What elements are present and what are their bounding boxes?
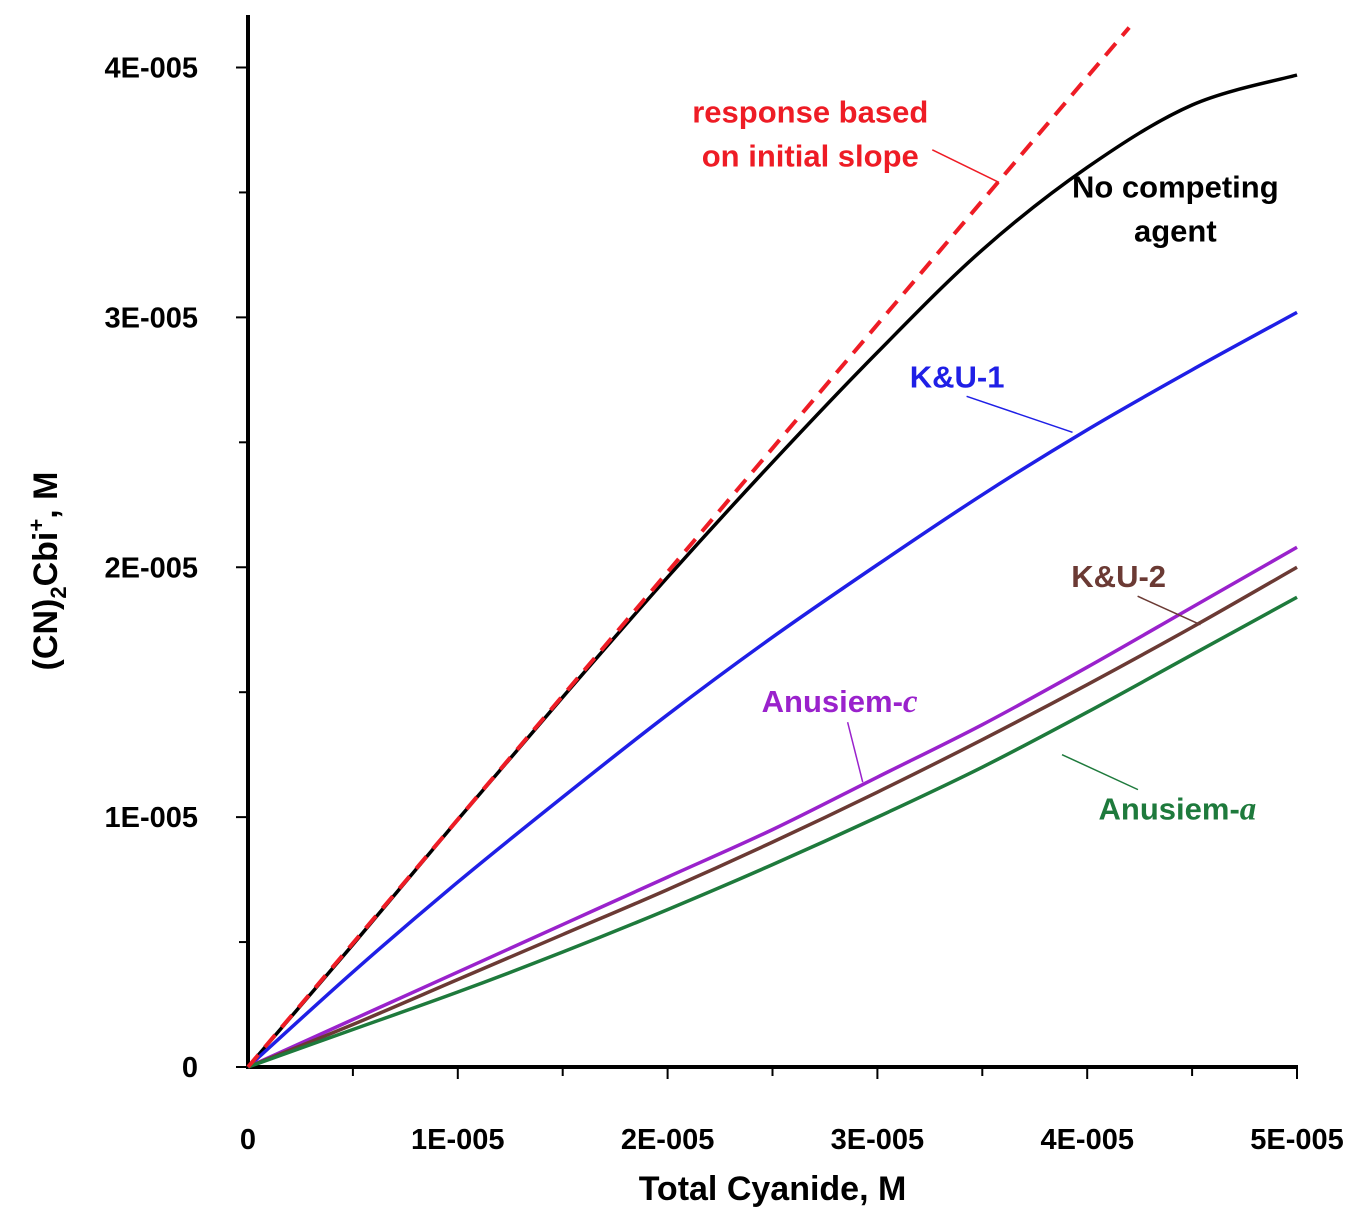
- y-tick-label: 2E-005: [104, 552, 198, 584]
- annotation-leader-ku2: [1137, 595, 1201, 626]
- annotation-line: on initial slope: [702, 138, 919, 173]
- y-axis-title-sup: +: [24, 519, 49, 532]
- x-axis-title: Total Cyanide, M: [639, 1170, 907, 1208]
- y-axis-title: (CN)2Cbi+, M: [24, 472, 71, 671]
- annotation-line: Anusiem-: [1099, 792, 1240, 827]
- annotation-leader-initial_slope: [931, 149, 1000, 184]
- annotation-leader-anusiem_a: [1061, 753, 1139, 791]
- y-tick-label: 4E-005: [104, 53, 198, 85]
- axes: 0 1E-005 2E-005 3E-005 4E-005 5E-005 0 1E-005 2E…: [104, 15, 1344, 1156]
- y-tick-label: 1E-005: [104, 802, 198, 834]
- x-tick-label: 3E-005: [831, 1124, 925, 1156]
- y-axis-title-pre: (CN): [27, 599, 65, 671]
- annotation-layer: response based on initial slope No competi…: [692, 94, 1278, 827]
- annotation-leader-anusiem_c: [846, 721, 864, 783]
- annotation-italic: a: [1240, 792, 1257, 828]
- annotation-line: No competing: [1072, 169, 1279, 204]
- annotation-italic: c: [903, 684, 918, 720]
- x-tick-label: 1E-005: [411, 1124, 505, 1156]
- y-axis-title-mid: Cbi: [27, 532, 65, 587]
- annotation-line: response based: [692, 94, 928, 129]
- y-axis-title-post: , M: [27, 472, 65, 519]
- y-tick-label: 3E-005: [104, 302, 198, 334]
- x-tick-label: 5E-005: [1250, 1124, 1344, 1156]
- series-line-anusiem_a: [247, 595, 1298, 1069]
- series-layer: [246, 26, 1298, 1069]
- y-axis-title-sub: 2: [46, 586, 71, 598]
- x-tick-label: 0: [240, 1124, 256, 1156]
- annotation-anusiem_a: Anusiem-a: [1099, 792, 1257, 828]
- series-line-initial_slope: [246, 26, 1131, 1069]
- series-line-ku1: [246, 310, 1298, 1069]
- y-tick-label: 0: [182, 1052, 198, 1084]
- series-line-anusiem_c: [247, 545, 1298, 1069]
- annotation-no_competing: No competing agent: [1072, 169, 1279, 248]
- annotation-line: K&U-1: [910, 359, 1005, 394]
- annotation-ku1: K&U-1: [910, 359, 1005, 394]
- annotation-anusiem_c: Anusiem-c: [762, 684, 918, 720]
- annotation-leader-ku1: [966, 395, 1073, 434]
- annotation-line: Anusiem-: [762, 684, 903, 719]
- series-line-ku2: [247, 565, 1298, 1069]
- annotation-line: K&U-2: [1071, 559, 1166, 594]
- x-tick-label: 2E-005: [621, 1124, 715, 1156]
- annotation-line: agent: [1134, 213, 1217, 248]
- annotation-initial_slope: response based on initial slope: [692, 94, 928, 173]
- x-tick-label: 4E-005: [1040, 1124, 1134, 1156]
- annotation-ku2: K&U-2: [1071, 559, 1166, 594]
